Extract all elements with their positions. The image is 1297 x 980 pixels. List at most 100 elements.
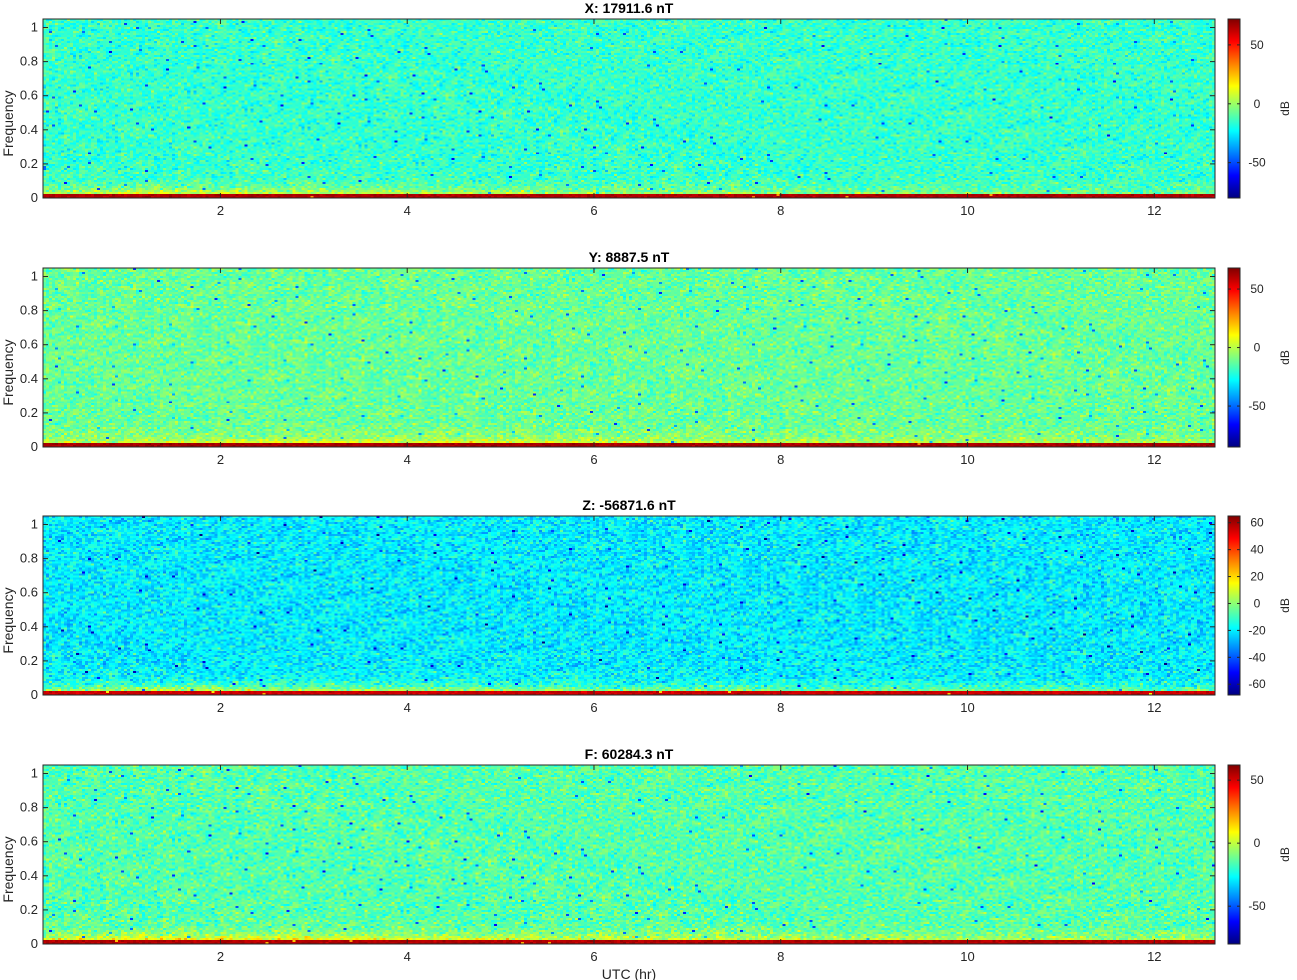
- colorbar: -50 0 50 dB: [1227, 267, 1292, 448]
- colorbar-tick-label: 20: [1250, 570, 1264, 584]
- y-tick-label: 0.4: [20, 122, 38, 137]
- colorbar-gradient: [1228, 19, 1240, 198]
- colorbar-tick-label: -40: [1248, 650, 1266, 664]
- axes-frame: [42, 18, 1216, 199]
- x-tick-label: 12: [1147, 452, 1161, 467]
- spectrogram-image: [43, 19, 1215, 198]
- colorbar-label: dB: [1278, 101, 1292, 116]
- spectrogram-image: [43, 516, 1215, 695]
- x-tick-label: 10: [960, 949, 974, 964]
- x-tick-label: 2: [217, 203, 224, 218]
- colorbar-frame: [1227, 515, 1241, 696]
- x-tick-label: 10: [960, 700, 974, 715]
- colorbar-gradient: [1228, 765, 1240, 944]
- x-tick-label: 8: [777, 203, 784, 218]
- colorbar-tick-label: 50: [1250, 773, 1264, 787]
- colorbar-tick-label: 0: [1254, 341, 1261, 355]
- colorbar-tick-label: -50: [1248, 899, 1266, 913]
- panel-title: F: 60284.3 nT: [585, 746, 674, 762]
- y-tick-label: 0.8: [20, 551, 38, 566]
- x-tick-label: 12: [1147, 203, 1161, 218]
- colorbar-tick-label: 0: [1254, 97, 1261, 111]
- y-tick-label: 0.4: [20, 371, 38, 386]
- x-tick-label: 4: [404, 700, 411, 715]
- axes-frame: [42, 267, 1216, 448]
- y-tick-label: 0.8: [20, 303, 38, 318]
- panel-title: Z: -56871.6 nT: [582, 497, 676, 513]
- colorbar: -50 0 50 dB: [1227, 18, 1292, 199]
- colorbar-frame: [1227, 764, 1241, 945]
- y-tick-label: 0.2: [20, 653, 38, 668]
- colorbar-tick-label: -50: [1248, 399, 1266, 413]
- colorbar: -50 0 50 dB: [1227, 764, 1292, 945]
- y-axis-label: Frequency: [0, 339, 16, 405]
- y-tick-label: 0.2: [20, 156, 38, 171]
- y-tick-label: 0: [31, 687, 38, 702]
- spectrogram-image: [43, 268, 1215, 447]
- spectrogram-panel-1: 2 4 6 8 10 12 0 0.2 0.4 0.6 0.8 1 X: 17911.6 nT Frequ…: [0, 0, 1292, 218]
- y-tick-label: 0.2: [20, 902, 38, 917]
- colorbar-gradient: [1228, 516, 1240, 695]
- y-tick-label: 0.8: [20, 54, 38, 69]
- colorbar-tick-label: -20: [1248, 623, 1266, 637]
- x-tick-label: 12: [1147, 700, 1161, 715]
- x-tick-label: 8: [777, 949, 784, 964]
- x-tick-label: 8: [777, 452, 784, 467]
- x-tick-label: 2: [217, 700, 224, 715]
- x-tick-label: 4: [404, 949, 411, 964]
- spectrogram-panel-4: 2 4 6 8 10 12 0 0.2 0.4 0.6 0.8 1 F: 60284.3 nT Frequ…: [0, 746, 1292, 980]
- colorbar-frame: [1227, 18, 1241, 199]
- axes-frame: [42, 515, 1216, 696]
- colorbar-label: dB: [1278, 847, 1292, 862]
- y-tick-label: 1: [31, 20, 38, 35]
- y-axis-label: Frequency: [0, 836, 16, 902]
- colorbar-tick-label: -60: [1248, 677, 1266, 691]
- colorbar-tick-label: 40: [1250, 543, 1264, 557]
- colorbar-tick-label: 50: [1250, 282, 1264, 296]
- colorbar-tick-label: 0: [1254, 596, 1261, 610]
- colorbar-label: dB: [1278, 350, 1292, 365]
- panel-title: X: 17911.6 nT: [585, 0, 674, 16]
- axes-frame: [42, 764, 1216, 945]
- colorbar-tick-label: 50: [1250, 38, 1264, 52]
- y-tick-label: 0.6: [20, 337, 38, 352]
- x-tick-label: 2: [217, 949, 224, 964]
- x-tick-label: 6: [590, 203, 597, 218]
- colorbar: -60 -40 -20 0 20 40 60 dB: [1227, 515, 1292, 696]
- colorbar-frame: [1227, 267, 1241, 448]
- y-tick-label: 0: [31, 936, 38, 951]
- spectrogram-image: [43, 765, 1215, 944]
- y-tick-label: 0.4: [20, 619, 38, 634]
- x-tick-label: 4: [404, 452, 411, 467]
- spectrogram-panel-3: 2 4 6 8 10 12 0 0.2 0.4 0.6 0.8 1 Z: -56871.6 nT Freq…: [0, 497, 1292, 715]
- x-tick-label: 2: [217, 452, 224, 467]
- y-tick-label: 1: [31, 766, 38, 781]
- spectrogram-panel-2: 2 4 6 8 10 12 0 0.2 0.4 0.6 0.8 1 Y: 8887.5 nT Freque…: [0, 249, 1292, 467]
- y-tick-label: 0.4: [20, 868, 38, 883]
- y-tick-label: 0: [31, 190, 38, 205]
- x-axis-label: UTC (hr): [602, 966, 656, 980]
- y-axis-label: Frequency: [0, 90, 16, 156]
- x-tick-label: 4: [404, 203, 411, 218]
- y-tick-label: 0.6: [20, 834, 38, 849]
- y-tick-label: 0.6: [20, 88, 38, 103]
- colorbar-tick-label: -50: [1248, 156, 1266, 170]
- panel-title: Y: 8887.5 nT: [589, 249, 670, 265]
- colorbar-gradient: [1228, 268, 1240, 447]
- x-tick-label: 10: [960, 452, 974, 467]
- y-tick-label: 0: [31, 439, 38, 454]
- colorbar-tick-label: 60: [1250, 516, 1264, 530]
- x-tick-label: 6: [590, 949, 597, 964]
- colorbar-label: dB: [1278, 598, 1292, 613]
- y-tick-label: 1: [31, 517, 38, 532]
- y-tick-label: 0.2: [20, 405, 38, 420]
- x-tick-label: 6: [590, 452, 597, 467]
- x-tick-label: 6: [590, 700, 597, 715]
- colorbar-tick-label: 0: [1254, 836, 1261, 850]
- x-tick-label: 10: [960, 203, 974, 218]
- y-tick-label: 0.6: [20, 585, 38, 600]
- x-tick-label: 12: [1147, 949, 1161, 964]
- y-tick-label: 1: [31, 269, 38, 284]
- y-tick-label: 0.8: [20, 800, 38, 815]
